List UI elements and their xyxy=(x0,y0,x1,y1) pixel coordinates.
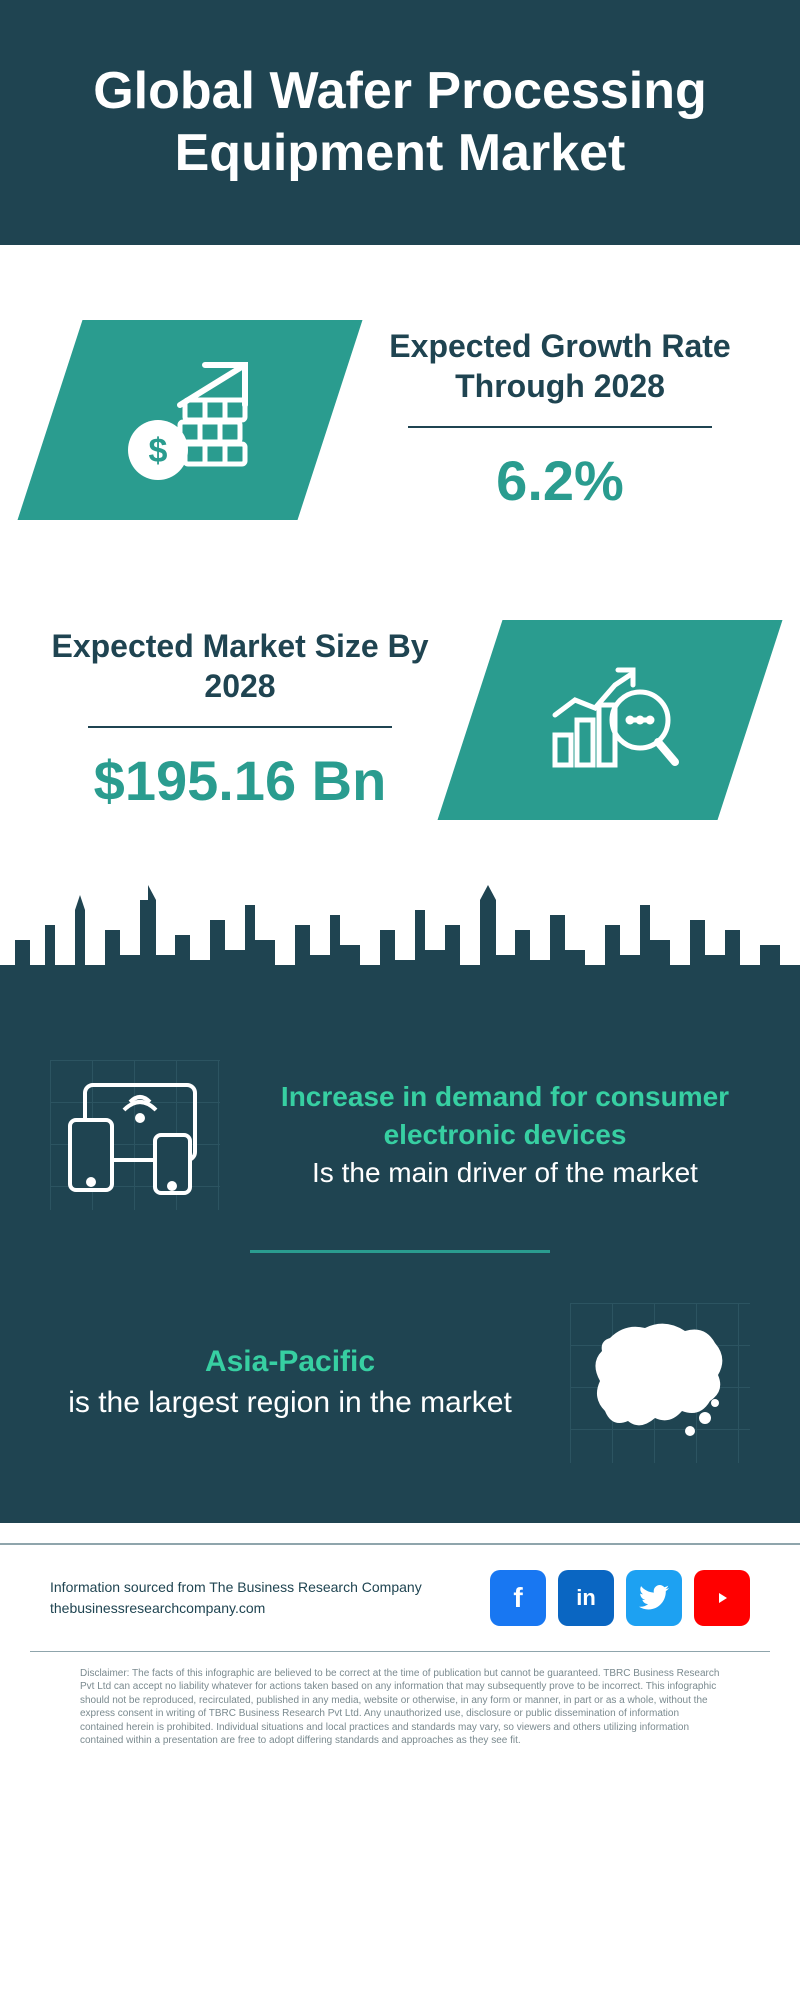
size-icon-panel xyxy=(470,620,750,820)
stat-size-section: Expected Market Size By 2028 $195.16 Bn xyxy=(0,570,800,870)
svg-text:$: $ xyxy=(149,432,168,470)
size-label: Expected Market Size By 2028 xyxy=(50,626,430,706)
youtube-icon[interactable] xyxy=(694,1570,750,1626)
source-url: thebusinessresearchcompany.com xyxy=(50,1598,422,1619)
driver-rest: Is the main driver of the market xyxy=(260,1154,750,1192)
header-banner: Global Wafer Processing Equipment Market xyxy=(0,0,800,245)
size-stat-block: Expected Market Size By 2028 $195.16 Bn xyxy=(50,626,430,813)
insights-section: Increase in demand for consumer electron… xyxy=(0,1020,800,1523)
page-title: Global Wafer Processing Equipment Market xyxy=(40,60,760,185)
skyline-divider xyxy=(0,870,800,1020)
stat-growth-section: $ Expected Growth Rate Through 2028 6.2% xyxy=(0,270,800,570)
size-value: $195.16 Bn xyxy=(50,748,430,813)
growth-stat-block: Expected Growth Rate Through 2028 6.2% xyxy=(370,326,750,513)
city-skyline-icon xyxy=(0,870,800,1020)
driver-highlight: Increase in demand for consumer electron… xyxy=(260,1078,750,1154)
footer-bar: Information sourced from The Business Re… xyxy=(0,1543,800,1651)
driver-text: Increase in demand for consumer electron… xyxy=(260,1078,750,1191)
devices-icon xyxy=(50,1060,220,1210)
driver-row: Increase in demand for consumer electron… xyxy=(50,1060,750,1210)
region-text: Asia-Pacific is the largest region in th… xyxy=(50,1342,530,1423)
disclaimer-text: Disclaimer: The facts of this infographi… xyxy=(30,1651,770,1778)
map-icon-panel xyxy=(570,1303,750,1463)
region-rest: is the largest region in the market xyxy=(50,1383,530,1424)
region-row: Asia-Pacific is the largest region in th… xyxy=(50,1303,750,1463)
growth-label: Expected Growth Rate Through 2028 xyxy=(370,326,750,406)
devices-icon-panel xyxy=(50,1060,220,1210)
money-growth-icon: $ xyxy=(110,350,270,490)
spacer xyxy=(0,245,800,270)
footer-info: Information sourced from The Business Re… xyxy=(50,1577,422,1619)
social-icons: f in xyxy=(490,1570,750,1626)
growth-value: 6.2% xyxy=(370,448,750,513)
linkedin-icon[interactable]: in xyxy=(558,1570,614,1626)
divider xyxy=(408,426,712,428)
twitter-icon[interactable] xyxy=(626,1570,682,1626)
growth-icon-panel: $ xyxy=(50,320,330,520)
region-highlight: Asia-Pacific xyxy=(50,1342,530,1383)
facebook-icon[interactable]: f xyxy=(490,1570,546,1626)
chart-analysis-icon xyxy=(530,650,690,790)
divider xyxy=(88,726,392,728)
asia-map-icon xyxy=(570,1303,750,1463)
divider xyxy=(250,1250,550,1253)
source-line: Information sourced from The Business Re… xyxy=(50,1577,422,1598)
